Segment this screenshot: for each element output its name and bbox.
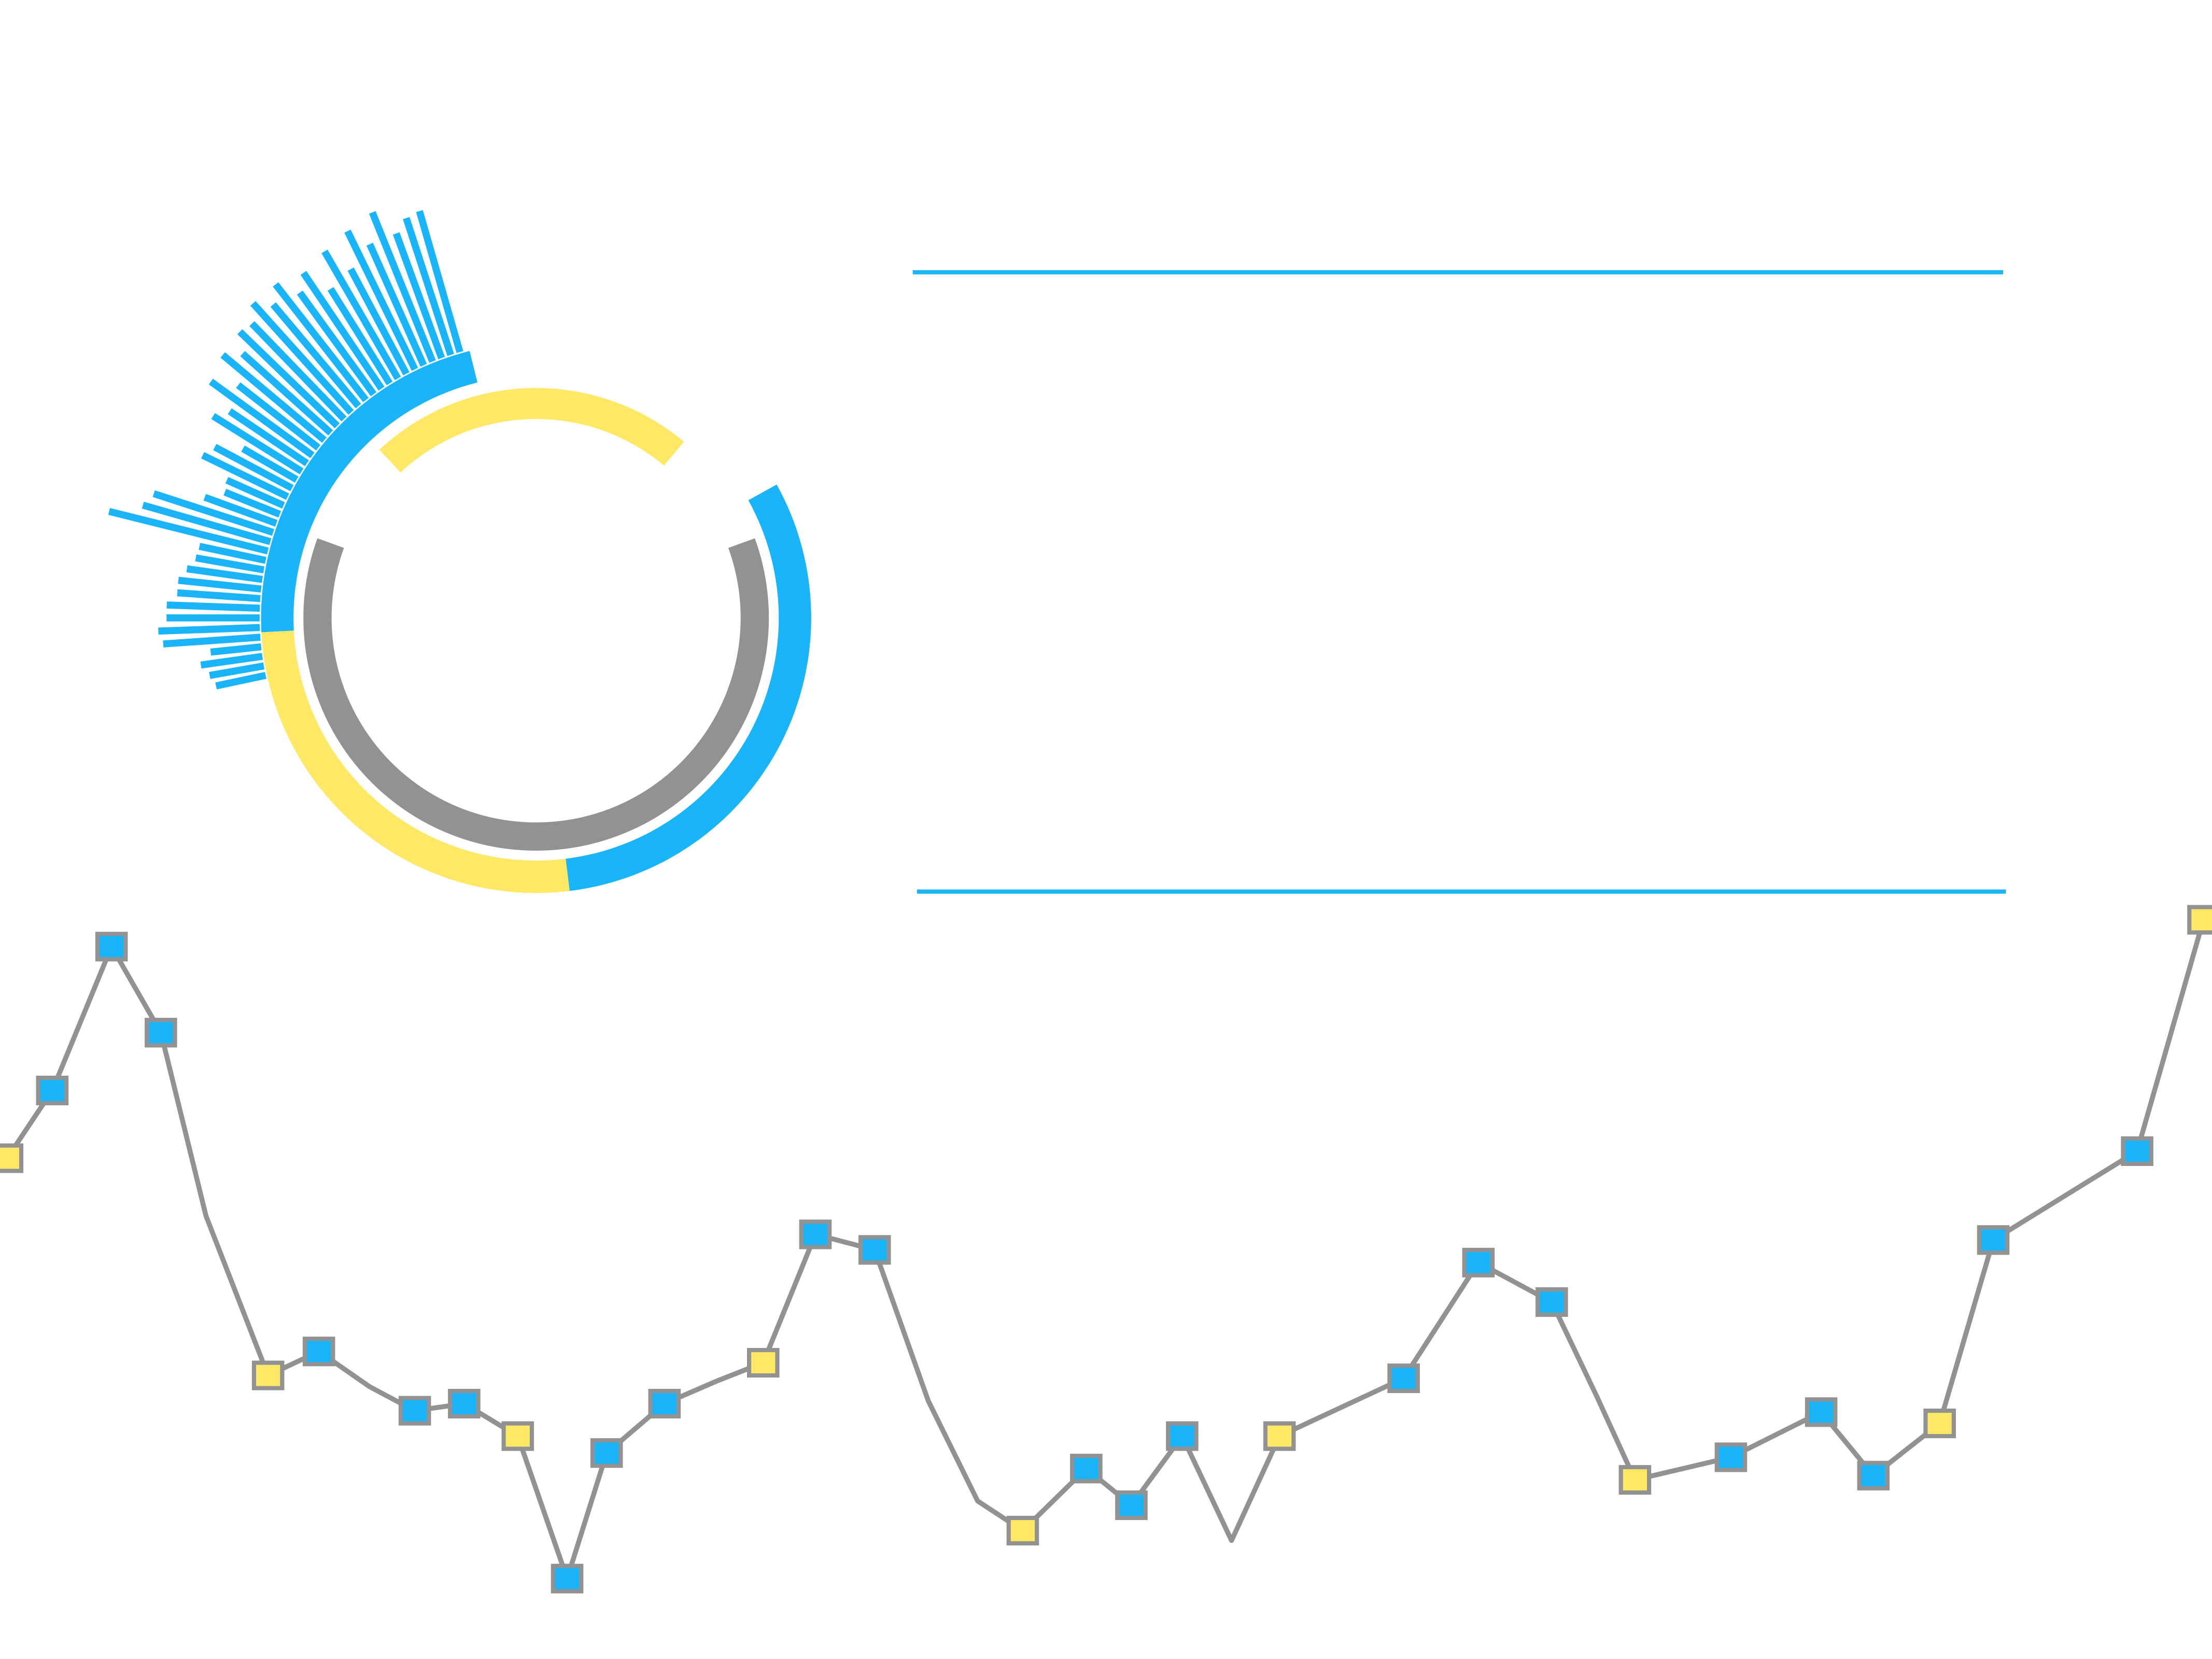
- radial-bar: [108, 508, 269, 555]
- line-marker: [1263, 1421, 1296, 1451]
- line-marker: [501, 1421, 534, 1451]
- radial-bar: [163, 634, 261, 648]
- ring-arc: [379, 388, 684, 473]
- radial-bar: [273, 282, 369, 402]
- radial-bar: [240, 350, 333, 436]
- radial-bar: [249, 321, 347, 421]
- line-marker: [251, 1360, 285, 1390]
- line-marker: [1714, 1442, 1748, 1472]
- radial-bar: [347, 267, 410, 376]
- radial-bar: [270, 302, 361, 409]
- line-marker: [1977, 1225, 2010, 1255]
- radial-bar: [220, 352, 327, 443]
- radial-bar: [200, 653, 263, 669]
- radial-bar: [223, 488, 281, 518]
- line-marker: [0, 1143, 24, 1173]
- line-marker: [1387, 1363, 1420, 1394]
- radial-bar: [225, 476, 285, 509]
- line-marker: [1070, 1454, 1103, 1484]
- line-marker: [2187, 905, 2212, 935]
- line-marker: [302, 1337, 335, 1367]
- ring-arc: [261, 630, 570, 893]
- radial-bar: [186, 565, 263, 583]
- radial-bar: [321, 249, 401, 381]
- line-marker: [2121, 1136, 2153, 1166]
- radial-bar: [213, 444, 294, 491]
- radial-bar: [241, 445, 299, 483]
- radial-bar: [211, 413, 304, 474]
- radial-bar: [228, 408, 309, 467]
- radial-bar: [210, 643, 262, 656]
- line-marker: [95, 932, 128, 962]
- line-marker: [1166, 1421, 1199, 1451]
- radial-bar: [208, 378, 315, 458]
- line-marker: [1115, 1490, 1148, 1520]
- radial-bar: [297, 290, 377, 397]
- radial-bar: [369, 211, 436, 363]
- radial-bar: [158, 624, 260, 635]
- radial-bar: [201, 452, 289, 500]
- line-marker: [746, 1348, 780, 1378]
- radial-bar: [152, 490, 275, 536]
- line-marker: [1923, 1409, 1956, 1439]
- line-marker: [145, 1018, 177, 1048]
- radial-bar: [177, 589, 261, 602]
- radial-bar: [215, 672, 266, 690]
- radial-bar: [178, 577, 262, 593]
- radial-bar: [392, 232, 445, 359]
- line-marker: [398, 1396, 431, 1426]
- radial-bar: [236, 382, 321, 451]
- line-marker: [1535, 1287, 1568, 1317]
- line-marker: [1462, 1247, 1495, 1277]
- radial-bar: [203, 494, 278, 527]
- radial-bar: [300, 271, 385, 391]
- radial-bar: [250, 301, 354, 415]
- line-marker: [590, 1438, 623, 1468]
- line-marker: [551, 1564, 584, 1594]
- line-marker: [1006, 1515, 1039, 1545]
- line-marker: [648, 1388, 681, 1419]
- radial-bar: [166, 601, 260, 612]
- radial-bar: [327, 287, 393, 386]
- radial-bar: [199, 543, 266, 564]
- line-marker: [1805, 1397, 1838, 1427]
- line-marker: [448, 1388, 481, 1419]
- radial-bar: [344, 229, 418, 371]
- line-marker: [1618, 1465, 1652, 1495]
- radial-bar: [195, 554, 265, 573]
- radial-bar: [142, 501, 272, 545]
- line-marker: [36, 1075, 69, 1105]
- radial-bar: [209, 662, 265, 679]
- radial-bar: [403, 217, 454, 356]
- ring-arc: [566, 484, 811, 891]
- line-marker: [799, 1219, 832, 1249]
- line-marker: [858, 1235, 891, 1265]
- ring-arc: [261, 350, 477, 632]
- radial-bar: [367, 243, 427, 367]
- line-marker: [1857, 1460, 1890, 1491]
- radial-bar: [237, 329, 340, 429]
- radial-bar: [416, 210, 463, 354]
